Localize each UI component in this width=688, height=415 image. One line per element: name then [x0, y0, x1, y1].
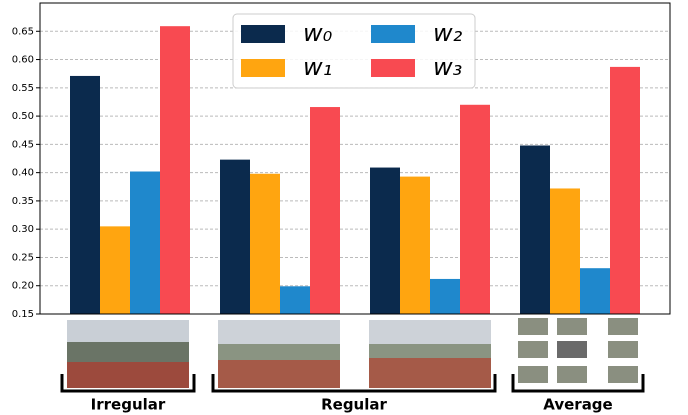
bar — [550, 188, 580, 314]
bar — [280, 286, 310, 314]
group-label: Average — [543, 396, 612, 414]
legend-label: w₁ — [303, 53, 332, 81]
thumbnails — [67, 318, 638, 388]
bar — [370, 167, 400, 314]
brackets — [60, 374, 645, 393]
plot-frame — [39, 2, 671, 315]
bar — [400, 176, 430, 314]
legend: w₀ w₁ w₂ w₃ — [232, 13, 476, 89]
legend-swatch — [241, 25, 285, 43]
y-tick-label: 0.55 — [12, 83, 34, 94]
group-label: Regular — [321, 396, 387, 414]
legend-swatch — [241, 59, 285, 77]
group-label: Irregular — [91, 396, 166, 414]
bar — [130, 171, 160, 314]
y-tick-label: 0.40 — [12, 168, 34, 179]
bar — [100, 226, 130, 314]
y-tick-label: 0.45 — [12, 139, 34, 150]
bar — [220, 159, 250, 314]
legend-label: w₀ — [303, 19, 333, 47]
bar — [610, 66, 640, 314]
legend-label: w₃ — [433, 53, 462, 81]
y-tick-label: 0.50 — [12, 111, 34, 122]
bar — [520, 145, 550, 314]
bar — [160, 26, 190, 315]
legend-label: w₂ — [433, 19, 463, 47]
bar — [430, 278, 460, 314]
y-tick-label: 0.20 — [12, 281, 34, 292]
legend-swatch — [371, 25, 415, 43]
y-tick-label: 0.65 — [12, 26, 34, 37]
bar — [580, 268, 610, 314]
y-tick-label: 0.30 — [12, 224, 34, 235]
y-tick-label: 0.25 — [12, 252, 34, 263]
legend-swatch — [371, 59, 415, 77]
y-tick-label: 0.35 — [12, 196, 34, 207]
bar — [250, 173, 280, 314]
bar — [460, 104, 490, 314]
y-tick-label: 0.15 — [12, 309, 34, 320]
bar — [310, 107, 340, 314]
y-tick-label: 0.60 — [12, 55, 34, 66]
bar — [70, 75, 100, 314]
